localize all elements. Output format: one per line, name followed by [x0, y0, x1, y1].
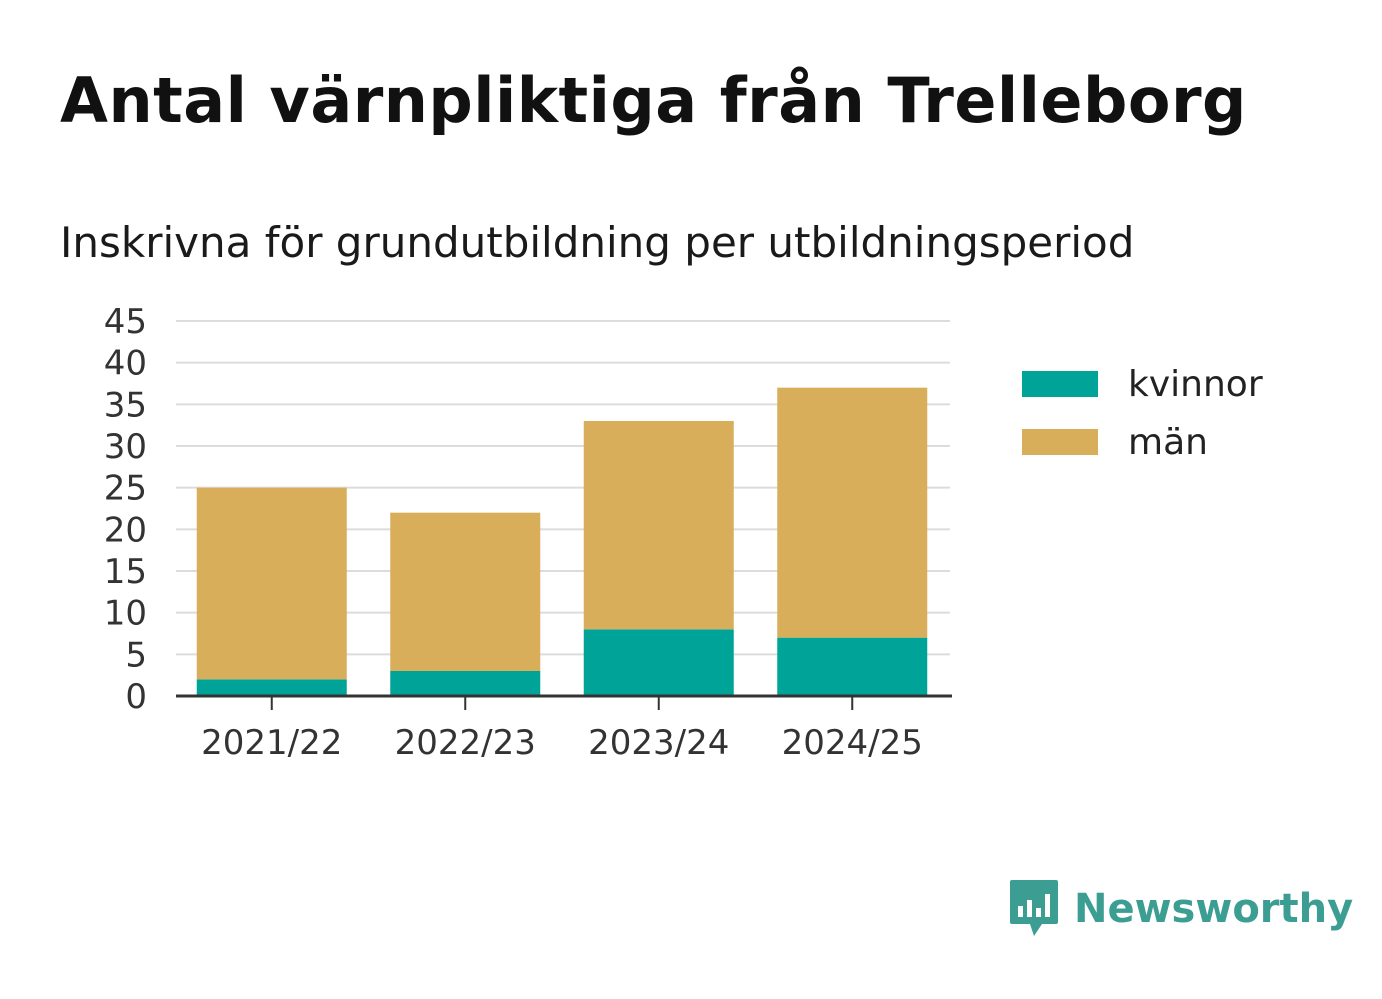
bar-segment-män [583, 421, 734, 630]
bar-segment-kvinnor [196, 679, 347, 696]
chart-title: Antal värnpliktiga från Trelleborg [60, 64, 1247, 137]
legend-item-kvinnor: kvinnor [1022, 355, 1263, 413]
y-tick-label: 30 [104, 427, 147, 467]
x-tick-label: 2022/23 [395, 723, 536, 763]
legend-swatch-man [1022, 429, 1098, 455]
chart-subtitle: Inskrivna för grundutbildning per utbild… [60, 218, 1135, 267]
legend-swatch-kvinnor [1022, 371, 1098, 397]
y-tick-label: 45 [104, 302, 147, 342]
bar-segment-män [777, 387, 928, 638]
brand-logo: Newsworthy [1008, 878, 1353, 940]
legend-label-kvinnor: kvinnor [1128, 363, 1263, 405]
legend-item-man: män [1022, 413, 1263, 471]
y-tick-label: 20 [104, 510, 147, 550]
y-tick-label: 15 [104, 552, 147, 592]
bar-segment-kvinnor [583, 629, 734, 696]
x-tick-label: 2024/25 [782, 723, 923, 763]
legend-label-man: män [1128, 421, 1208, 463]
legend: kvinnor män [1022, 355, 1263, 471]
bars [196, 387, 928, 696]
y-tick-label: 25 [104, 469, 147, 509]
bar-segment-män [390, 512, 541, 671]
y-tick-label: 40 [104, 344, 147, 384]
y-tick-label: 5 [125, 635, 147, 675]
bar-segment-kvinnor [390, 671, 541, 696]
y-tick-label: 0 [125, 677, 147, 717]
newsworthy-logo-icon [1010, 880, 1058, 936]
y-tick-label: 35 [104, 385, 147, 425]
bar-segment-kvinnor [777, 637, 928, 696]
bar-segment-män [196, 487, 347, 680]
y-tick-label: 10 [104, 594, 147, 634]
x-tick-label: 2023/24 [588, 723, 729, 763]
brand-name: Newsworthy [1074, 886, 1354, 932]
x-tick-label: 2021/22 [201, 723, 342, 763]
